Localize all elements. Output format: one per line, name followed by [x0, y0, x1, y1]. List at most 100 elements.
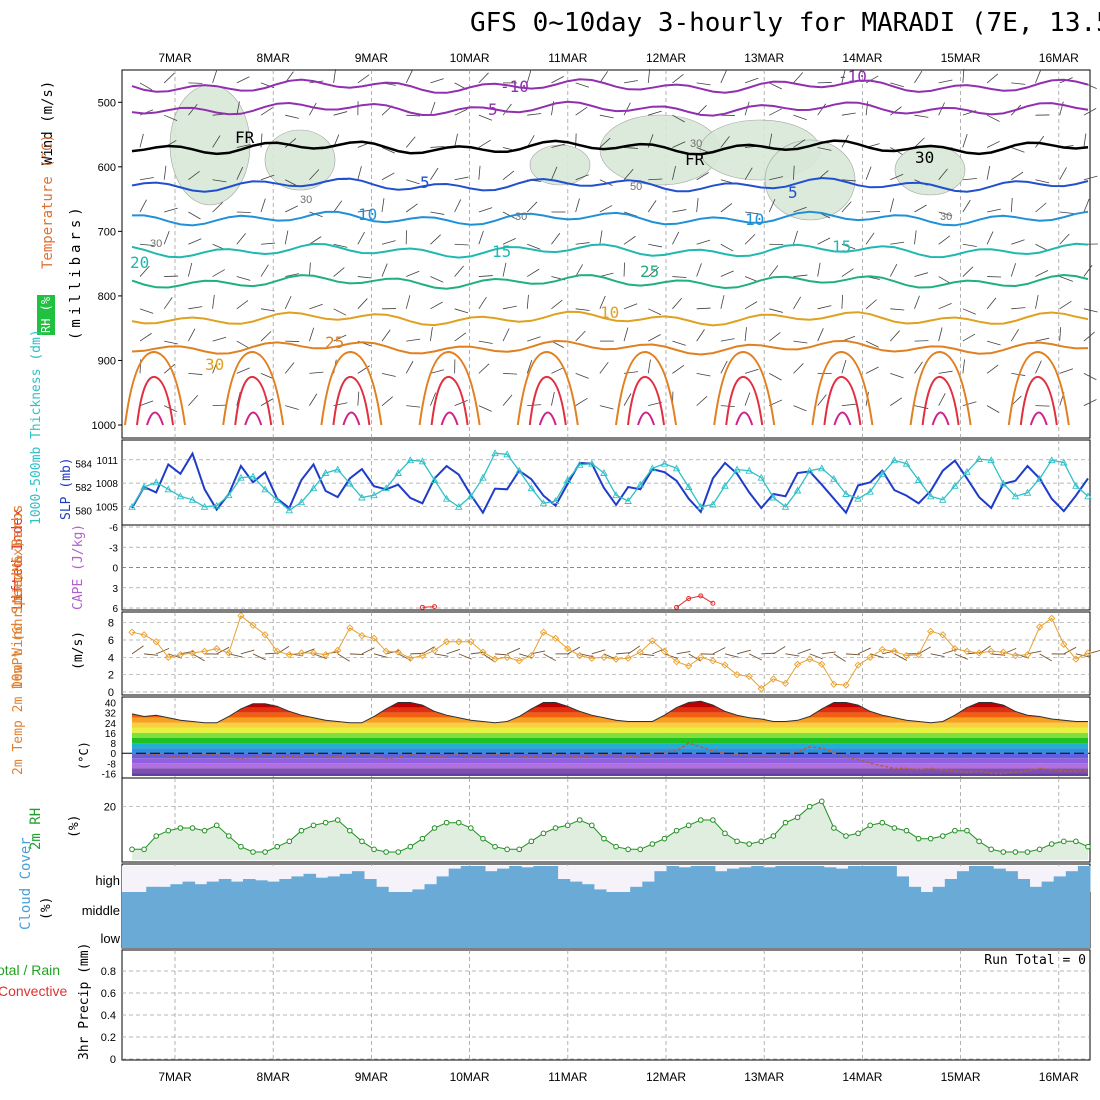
temp-ytick: -16: [102, 769, 117, 780]
wind-ytick: 6: [108, 635, 114, 647]
temperature-contour-loop: [931, 411, 950, 426]
upper-wind-barb: [478, 165, 481, 180]
cloud-high-bar: [823, 867, 837, 892]
cloud-high-bar: [1029, 886, 1043, 892]
cloud-high-bar: [702, 866, 716, 892]
upper-wind-barb: [551, 391, 555, 406]
rh2m-point: [141, 846, 147, 853]
upper-wind-barb: [744, 392, 751, 406]
upper-wind-barb: [769, 82, 783, 90]
thickness-point: [261, 485, 269, 493]
temperature-contour-loop: [320, 351, 383, 426]
wind-speed-point: [685, 662, 693, 670]
upper-wind-barb: [890, 372, 904, 379]
contour-label: 10: [358, 205, 377, 224]
contour-label: 5: [488, 100, 498, 119]
rh2m-ylabel: 2m RH: [28, 808, 44, 850]
cloud-level-label: middle: [82, 903, 120, 918]
thickness-point: [575, 460, 584, 468]
temperature-contour: [131, 78, 1089, 94]
wind-speed-point: [261, 631, 269, 639]
wind-barb: [1063, 646, 1077, 655]
thickness-point: [358, 493, 366, 501]
rh2m-point: [576, 817, 583, 823]
precip-ytick: 0.4: [101, 1010, 116, 1022]
upper-wind-barb: [309, 236, 322, 245]
wind-speed-point: [927, 627, 935, 635]
upper-wind-barb: [478, 207, 493, 213]
upper-wind-barb: [1083, 308, 1098, 313]
wind-barb: [821, 651, 836, 655]
cloud-high-bar: [993, 868, 1006, 892]
cloud-high-bar: [194, 884, 208, 892]
rh2m-point: [1012, 849, 1019, 855]
upper-wind-barb: [236, 300, 249, 310]
rh-legend-swatch: [37, 295, 55, 335]
upper-wind-barb: [478, 230, 484, 245]
wind-speed-point: [551, 634, 560, 642]
upper-wind-barb: [575, 330, 586, 342]
upper-wind-barb: [793, 206, 807, 213]
upper-wind-barb: [841, 294, 844, 309]
upper-wind-barb: [309, 371, 324, 374]
thickness-point: [212, 501, 221, 509]
rh2m-point: [685, 822, 692, 829]
upper-wind-barb: [430, 301, 443, 310]
rh2m-point: [455, 819, 462, 826]
upper-wind-barb: [914, 361, 923, 374]
wind-speed-point: [455, 638, 463, 646]
wind-speed-point: [866, 653, 874, 661]
date-label-top: 8MAR: [257, 51, 291, 65]
wind-speed-point: [1084, 649, 1092, 657]
thickness-point: [588, 459, 596, 467]
cloud-high-bar: [206, 881, 220, 892]
cloud-high-bar: [485, 871, 498, 892]
rh2m-point: [661, 835, 668, 842]
wind-speed-point: [491, 655, 499, 663]
upper-wind-barb: [1083, 264, 1093, 277]
lifted-index-line: [422, 606, 435, 608]
upper-wind-barb: [260, 174, 275, 181]
upper-wind-barb: [889, 263, 898, 277]
upper-wind-barb: [309, 393, 318, 406]
upper-wind-barb: [744, 301, 758, 310]
rh2m-point: [213, 822, 220, 829]
page-title: GFS 0~10day 3-hourly for MARADI (7E, 13.…: [470, 8, 1100, 38]
upper-wind-barb: [1083, 331, 1095, 342]
thickness-point: [164, 485, 173, 493]
rh-contour-label: 30: [150, 238, 162, 250]
upper-wind-barb: [769, 373, 782, 381]
rh2m-point: [1000, 849, 1007, 855]
rh2m-point: [129, 846, 135, 853]
rh2m-point: [310, 822, 317, 829]
thickness-point: [902, 459, 911, 467]
wind-speed-point: [697, 653, 705, 661]
cloud-high-bar: [642, 881, 655, 892]
rh2m-point: [782, 819, 789, 826]
upper-wind-barb: [260, 308, 275, 312]
thickness-point: [563, 476, 572, 483]
thickness-point: [805, 466, 814, 474]
precip-ytick: 0: [110, 1054, 116, 1066]
wind-ytick: 8: [108, 618, 114, 630]
upper-wind-barb: [551, 299, 563, 310]
cloud-high-bar: [1041, 881, 1055, 892]
wind-barb: [845, 653, 860, 656]
rh2m-point: [710, 817, 716, 823]
upper-ylabel-rh-group: RH (%): [37, 290, 55, 335]
upper-wind-barb: [623, 102, 631, 116]
upper-wind-barb: [551, 75, 564, 84]
upper-wind-barb: [696, 263, 702, 277]
upper-wind-barb: [841, 201, 852, 213]
wind-speed-point: [515, 657, 523, 665]
thickness-point: [612, 491, 620, 499]
thickness-point: [503, 450, 511, 458]
upper-wind-barb: [1083, 133, 1087, 148]
rh2m-point: [927, 835, 934, 842]
rh2m-point: [480, 835, 486, 842]
wind-barb: [156, 647, 170, 655]
rh2m-point: [1036, 846, 1043, 853]
wind-speed-point: [902, 651, 911, 660]
wind-speed-point: [128, 628, 136, 636]
panel-frame-rh: [121, 777, 1091, 863]
